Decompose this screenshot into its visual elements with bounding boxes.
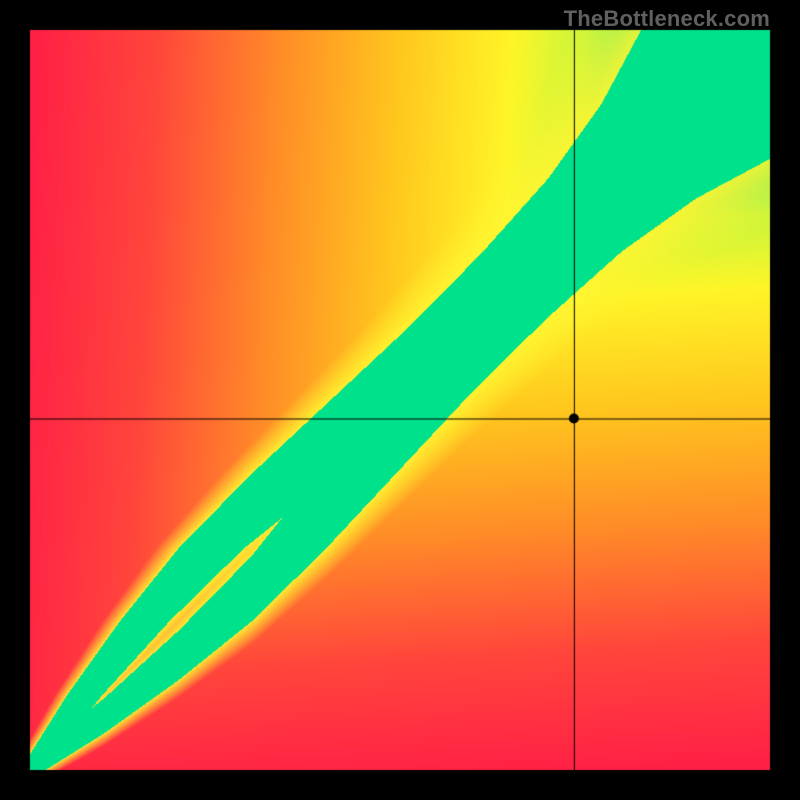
chart-container: TheBottleneck.com: [0, 0, 800, 800]
bottleneck-heatmap: [0, 0, 800, 800]
watermark-text: TheBottleneck.com: [564, 6, 770, 32]
